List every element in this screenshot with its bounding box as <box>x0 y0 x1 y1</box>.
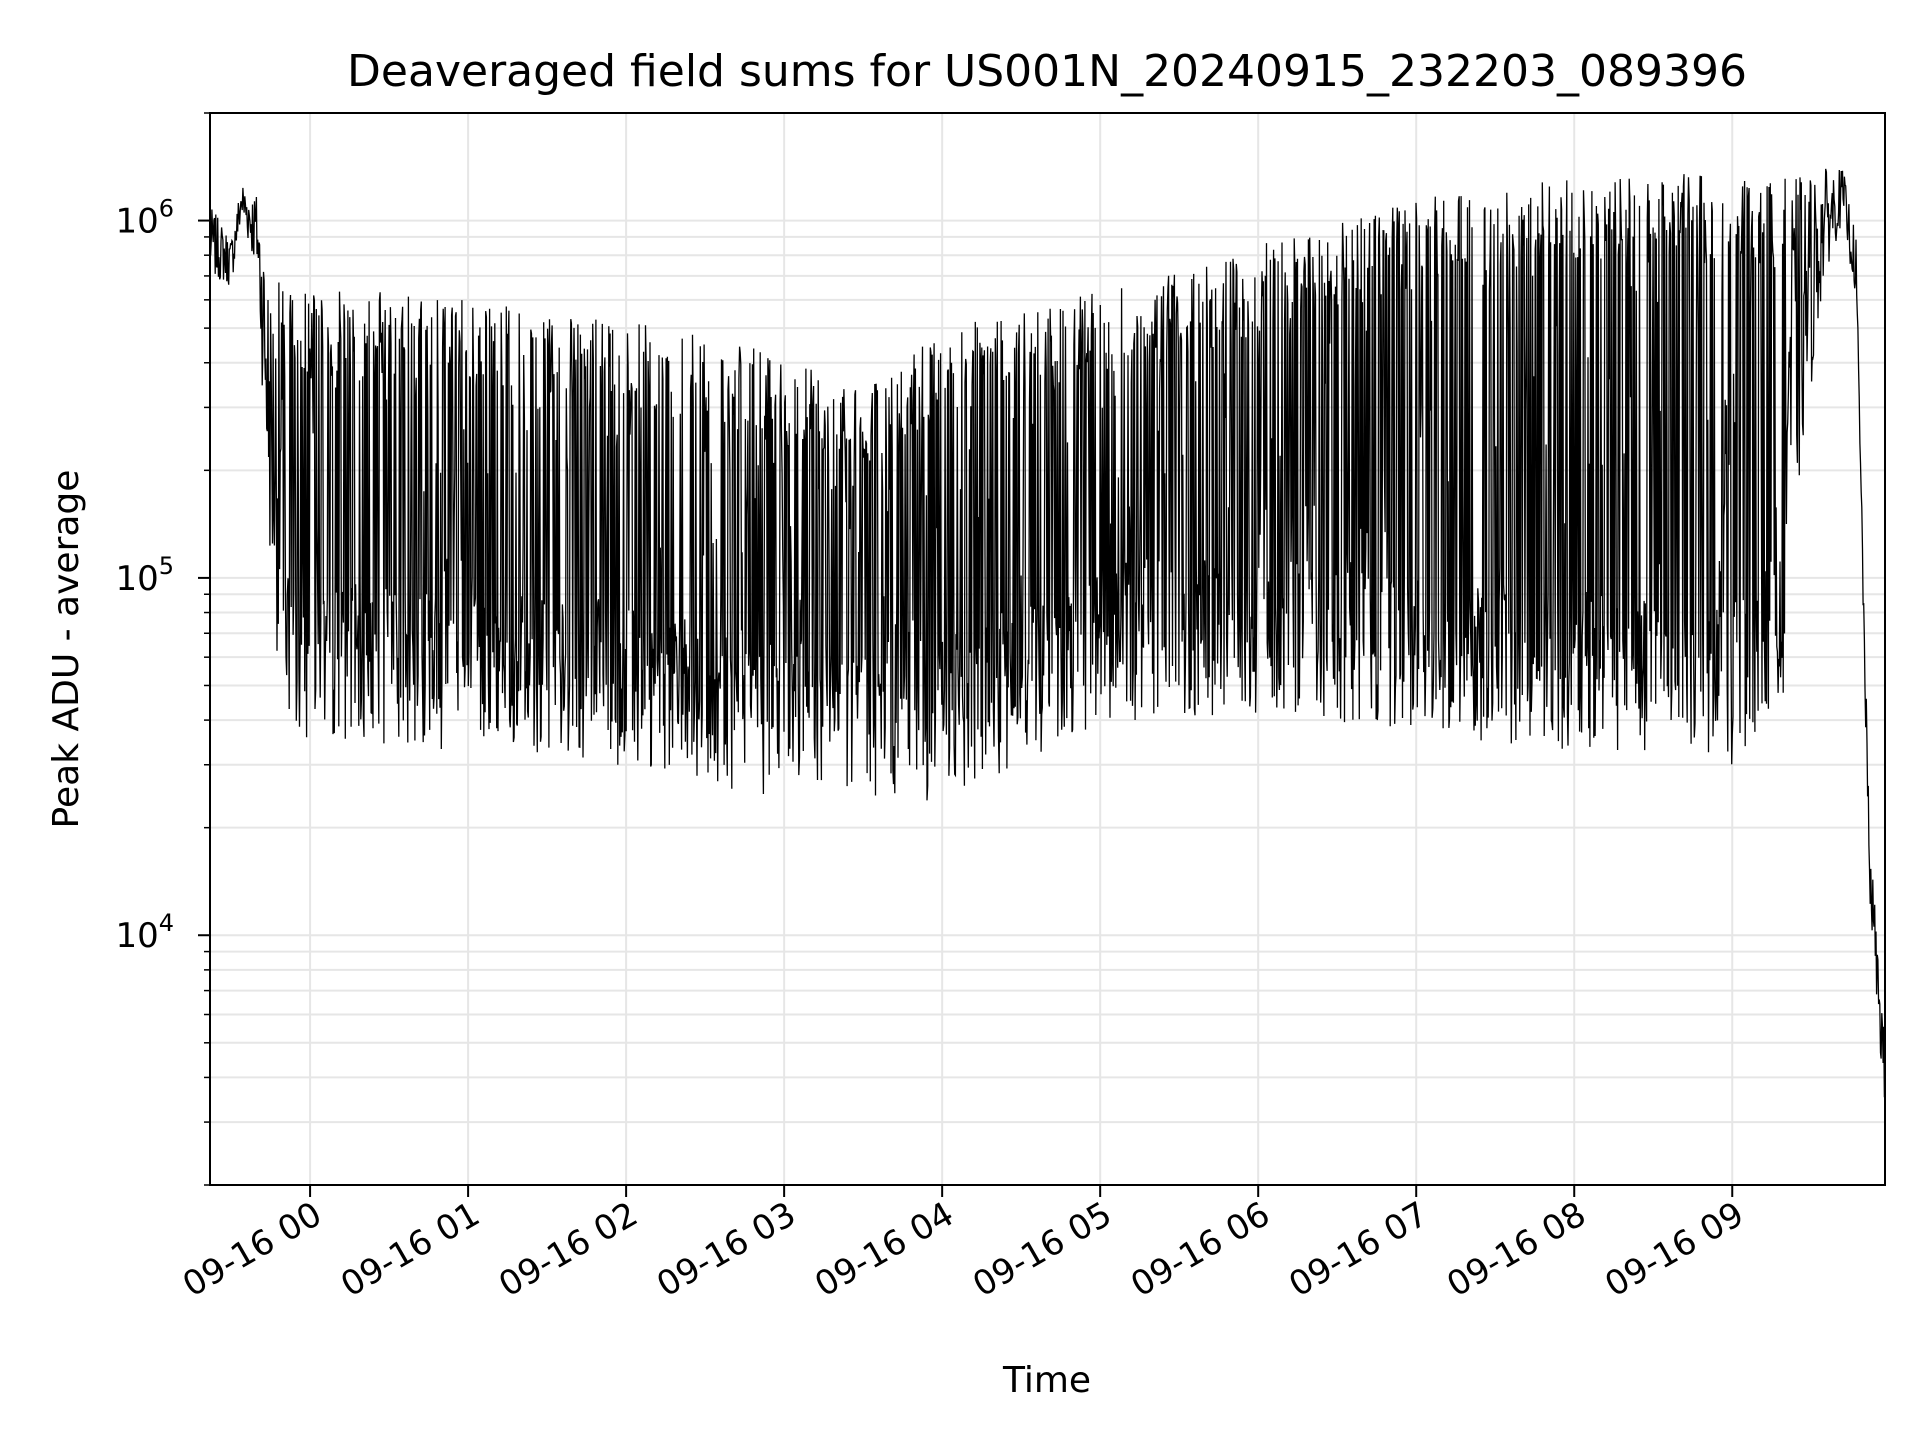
series-line <box>209 168 1886 1098</box>
chart-title: Deaveraged field sums for US001N_2024091… <box>347 46 1747 97</box>
y-axis: 104 105 106 <box>115 112 210 1186</box>
series-path <box>209 168 1886 1098</box>
x-tick-label: 09-16 04 <box>808 1194 960 1305</box>
x-tick-label: 09-16 06 <box>1124 1194 1276 1305</box>
y-tick-label: 104 <box>115 909 174 956</box>
y-tick-label: 105 <box>115 552 174 599</box>
plot-frame <box>209 112 1886 1186</box>
x-tick-label: 09-16 02 <box>492 1194 644 1305</box>
x-axis: 09-16 00 09-16 01 09-16 02 09-16 03 09-16 04… <box>176 1185 1751 1305</box>
x-tick-label: 09-16 09 <box>1598 1194 1750 1305</box>
x-axis-label: Time <box>1002 1360 1091 1401</box>
x-tick-label: 09-16 00 <box>176 1194 328 1305</box>
x-tick-label: 09-16 07 <box>1282 1194 1434 1305</box>
x-tick-label: 09-16 03 <box>650 1194 802 1305</box>
y-tick-label: 106 <box>115 195 174 242</box>
y-axis-label: Peak ADU - average <box>46 470 87 829</box>
x-tick-label: 09-16 08 <box>1440 1194 1592 1305</box>
x-tick-label: 09-16 01 <box>334 1194 486 1305</box>
x-tick-label: 09-16 05 <box>966 1194 1118 1305</box>
